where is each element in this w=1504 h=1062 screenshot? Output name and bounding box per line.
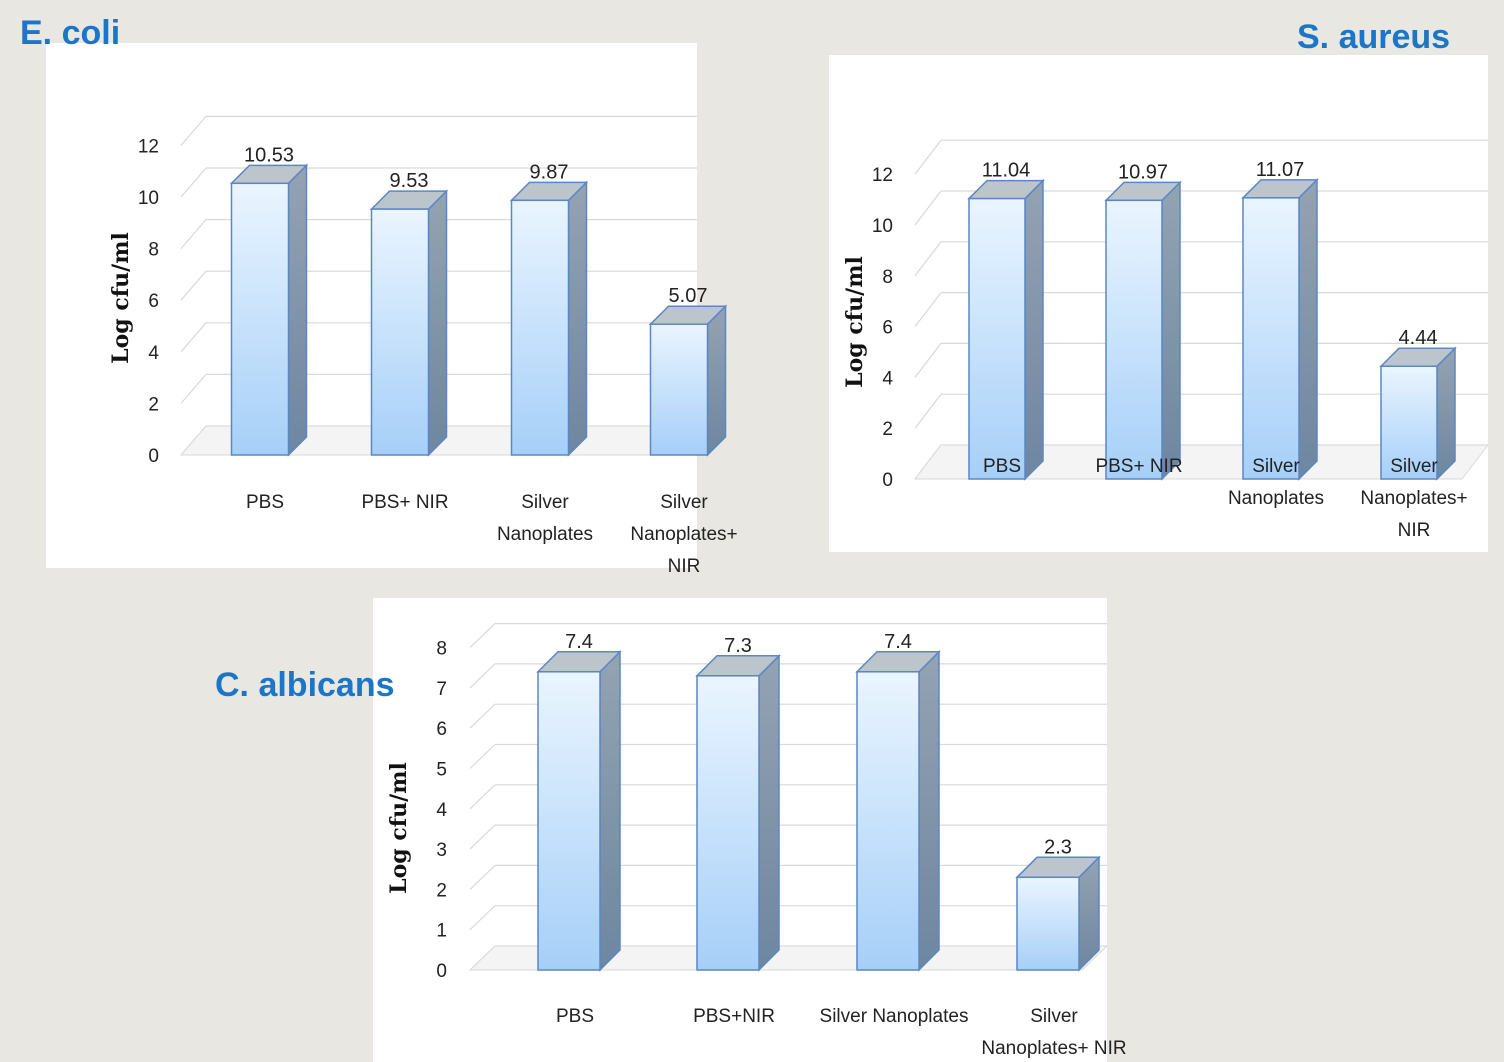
bar — [1104, 180, 1182, 481]
x-category-label: Silver Nanoplates — [1228, 456, 1324, 509]
y-tick-label: 6 — [882, 318, 893, 339]
y-tick-label: 10 — [872, 216, 893, 237]
x-category-label: Silver Nanoplates+ NIR — [981, 1006, 1126, 1059]
data-label: 10.53 — [244, 144, 294, 166]
y-tick-label: 6 — [148, 291, 159, 312]
chart-panel-s-aureus: 0 2 4 6 8 10 12 11.04 PBS 10.97 PBS+ NIR 11.07 Silve… — [829, 55, 1490, 552]
bar — [369, 189, 449, 457]
gridline — [469, 623, 1107, 649]
bar — [967, 178, 1045, 481]
y-tick-label: 0 — [148, 446, 159, 467]
y-axis-label: Log cfu/ml — [842, 256, 868, 388]
bar — [648, 304, 728, 457]
data-label: 2.3 — [1044, 836, 1072, 858]
data-label: 10.97 — [1118, 161, 1168, 183]
data-label: 5.07 — [669, 285, 708, 307]
data-label: 9.87 — [530, 161, 569, 183]
x-category-label: PBS — [246, 492, 284, 513]
data-label: 7.4 — [884, 631, 912, 653]
x-category-label: Silver Nanoplates+ NIR — [630, 492, 737, 577]
x-category-label: Silver Nanoplates — [497, 492, 593, 545]
bar — [1379, 346, 1457, 481]
data-label: 7.3 — [724, 635, 752, 657]
chart-panel-c-albicans: 0 1 2 3 4 5 6 7 8 7.4 PBS 7.3 PBS+NIR 7.4 Silver Nanop… — [373, 598, 1127, 1062]
data-label: 4.44 — [1399, 327, 1438, 349]
y-tick-label: 1 — [436, 921, 447, 942]
bar — [855, 649, 941, 972]
slide-title — [360, 0, 1160, 20]
bar — [509, 180, 589, 457]
bar — [1015, 855, 1101, 972]
bar — [695, 653, 781, 972]
bar — [536, 649, 622, 972]
y-tick-label: 2 — [148, 394, 159, 415]
x-category-label: Silver Nanoplates+ NIR — [1360, 456, 1467, 541]
y-tick-label: 0 — [436, 961, 447, 982]
y-tick-label: 8 — [882, 267, 893, 288]
y-tick-label: 2 — [882, 419, 893, 440]
y-tick-label: 4 — [148, 343, 159, 364]
y-tick-label: 8 — [436, 639, 447, 660]
y-tick-label: 10 — [138, 188, 159, 209]
bar — [1241, 178, 1319, 481]
data-label: 9.53 — [390, 170, 429, 192]
y-tick-label: 8 — [148, 240, 159, 261]
y-tick-label: 7 — [436, 679, 447, 700]
y-tick-label: 6 — [436, 719, 447, 740]
chart-panel-e-coli: 0 2 4 6 8 10 12 10.53 PBS 9.53 PBS+ NIR 9.87 Silver N… — [46, 43, 738, 577]
x-category-label: PBS+ NIR — [1095, 456, 1182, 477]
chart-label-c-albicans: C. albicans — [215, 666, 395, 704]
chart-label-s-aureus: S. aureus — [1297, 18, 1451, 56]
data-label: 7.4 — [565, 631, 593, 653]
y-tick-label: 5 — [436, 760, 447, 781]
x-category-label: PBS — [983, 456, 1021, 477]
y-tick-label: 4 — [436, 800, 447, 821]
gridline — [914, 139, 1488, 175]
gridline — [180, 115, 697, 146]
data-label: 11.04 — [982, 160, 1031, 182]
chart-s-aureus: 0 2 4 6 8 10 12 11.04 PBS 10.97 PBS+ NIR 11.07 Silve… — [842, 139, 1490, 541]
x-category-label: PBS+ NIR — [361, 492, 448, 513]
data-label: 11.07 — [1256, 159, 1305, 181]
x-category-label: PBS — [556, 1006, 594, 1027]
y-tick-label: 12 — [872, 165, 893, 186]
bar — [229, 163, 309, 457]
chart-e-coli: 0 2 4 6 8 10 12 10.53 PBS 9.53 PBS+ NIR 9.87 Silver N… — [108, 115, 738, 577]
chart-label-e-coli: E. coli — [20, 14, 121, 52]
chart-c-albicans: 0 1 2 3 4 5 6 7 8 7.4 PBS 7.3 PBS+NIR 7.4 Silver Nanop… — [386, 623, 1127, 1059]
y-axis-label: Log cfu/ml — [386, 762, 412, 894]
x-category-label: Silver Nanoplates — [820, 1006, 969, 1027]
y-axis-label: Log cfu/ml — [108, 232, 134, 364]
x-category-label: PBS+NIR — [693, 1006, 775, 1027]
y-tick-label: 3 — [436, 840, 447, 861]
y-tick-label: 2 — [436, 880, 447, 901]
y-tick-label: 4 — [882, 368, 893, 389]
y-tick-label: 12 — [138, 136, 159, 157]
y-tick-label: 0 — [882, 470, 893, 491]
